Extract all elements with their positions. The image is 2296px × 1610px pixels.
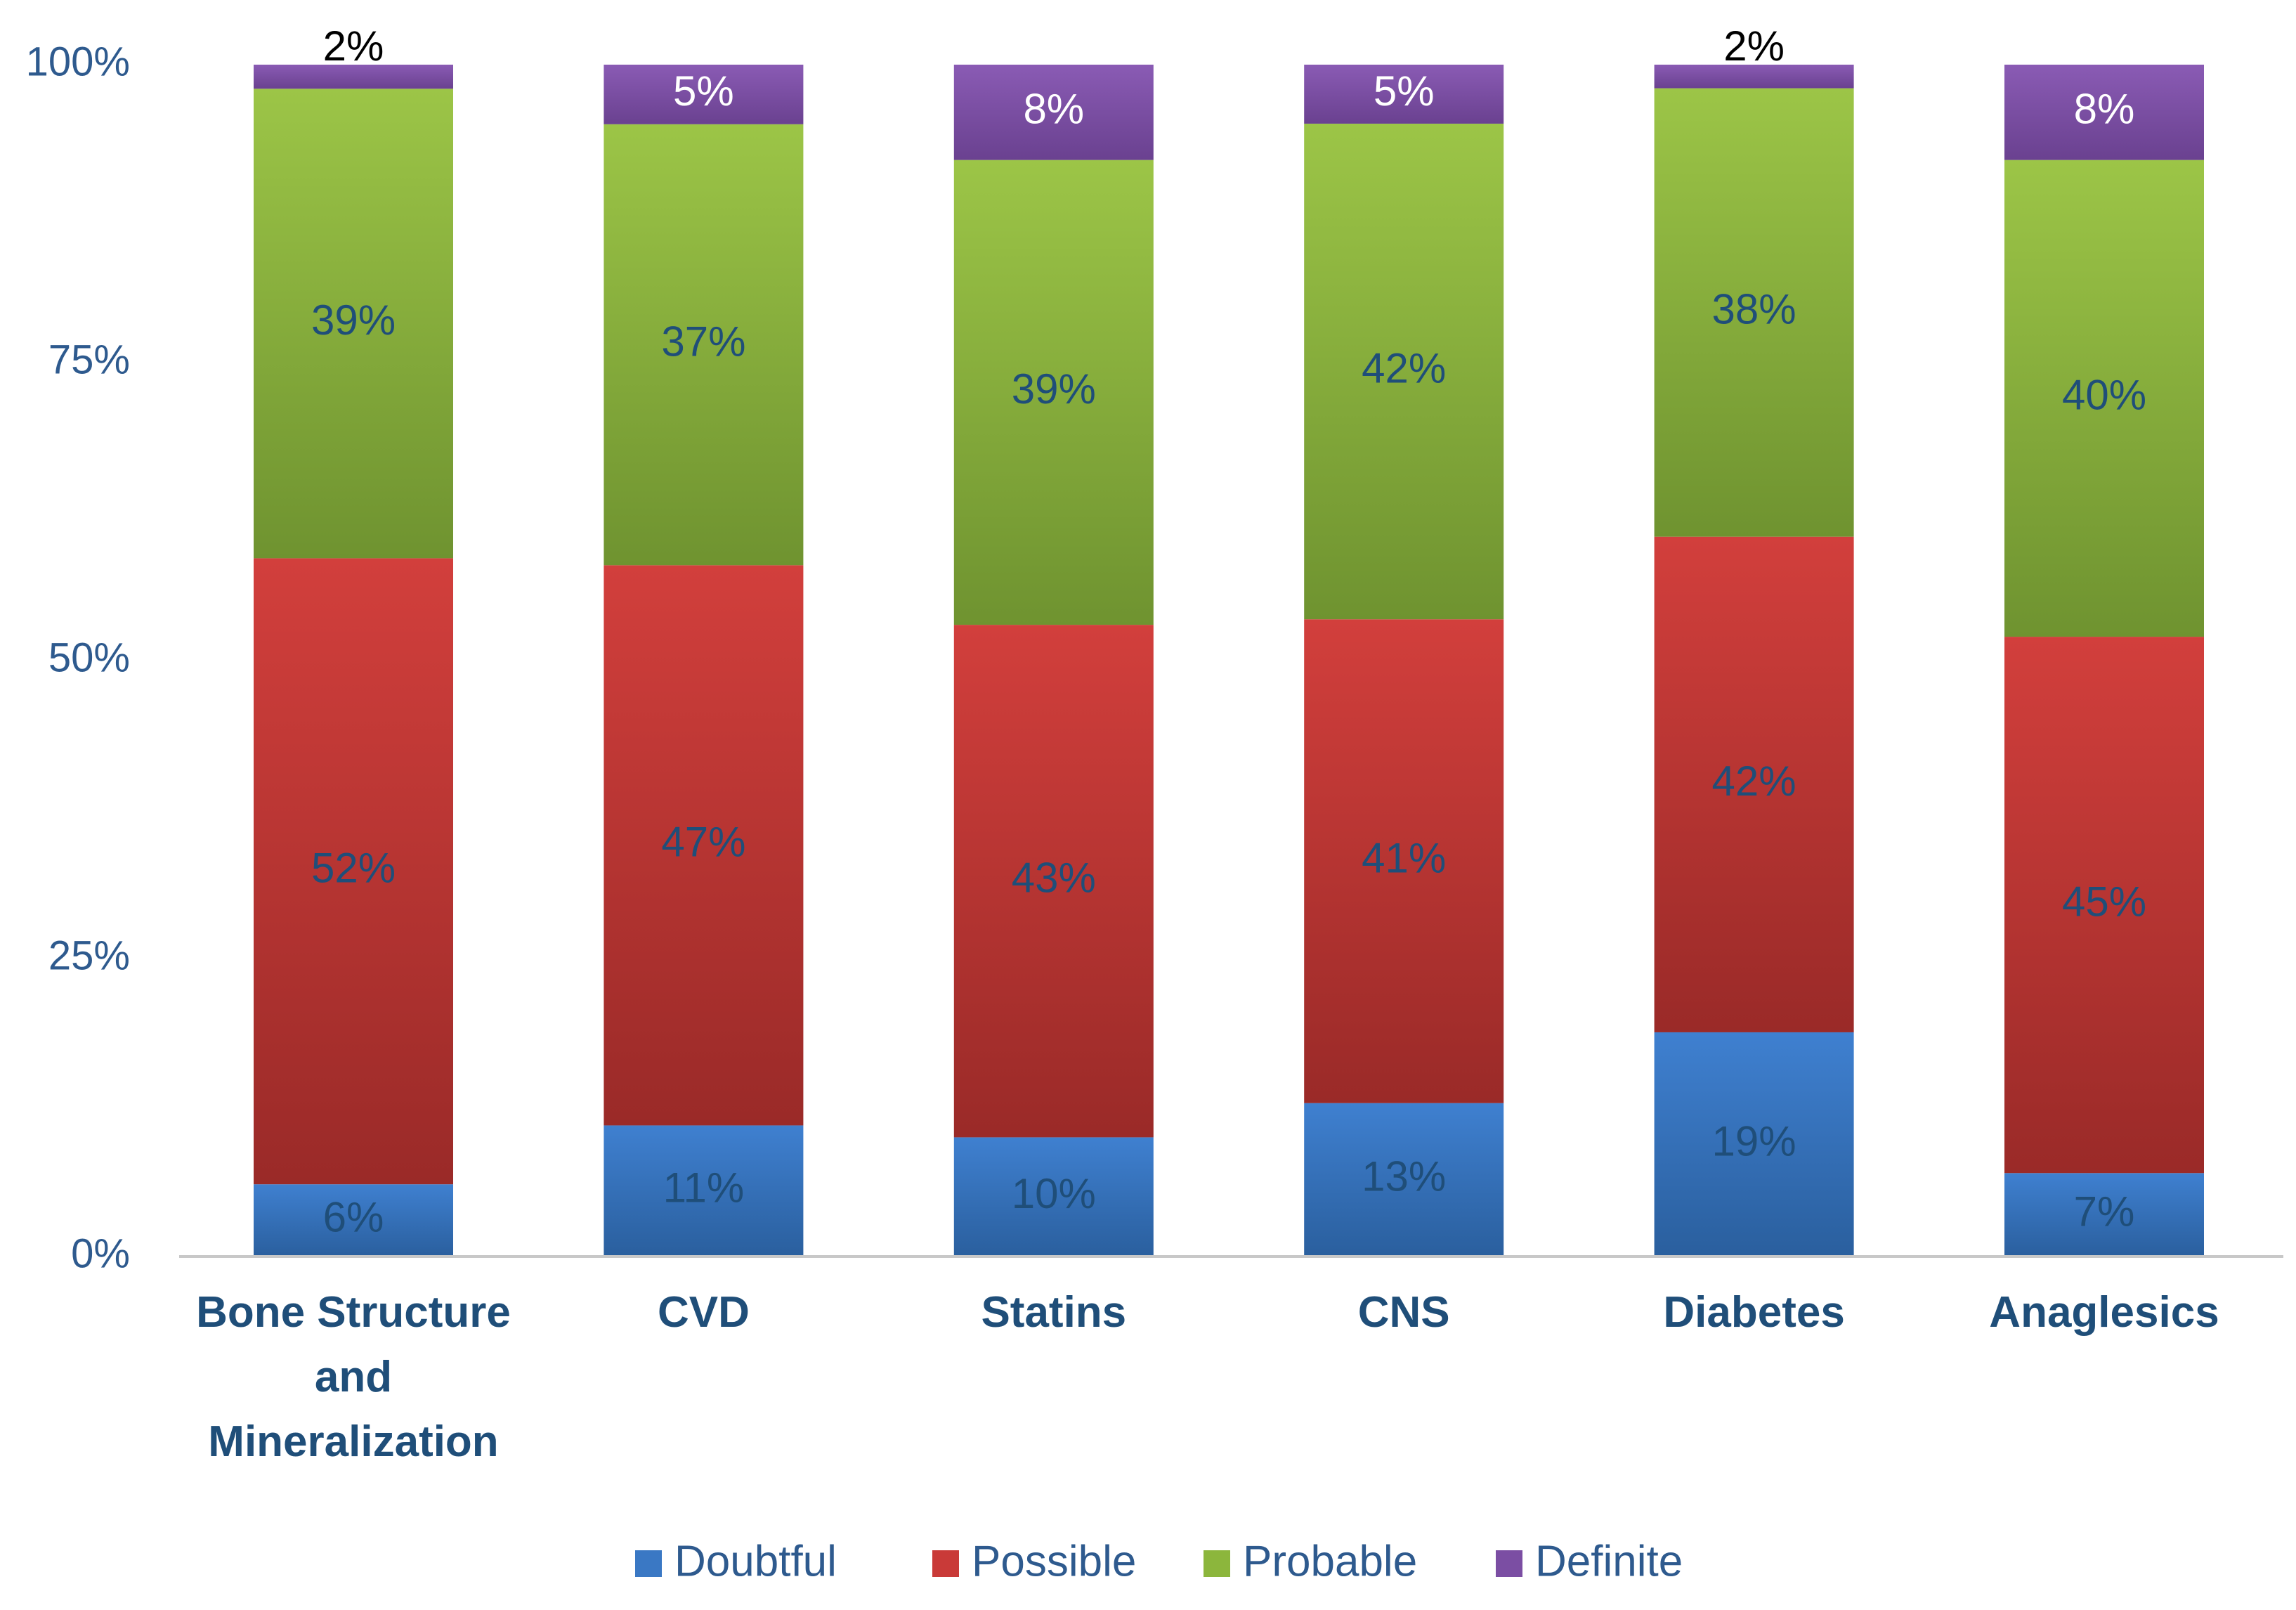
- y-tick-label: 75%: [48, 337, 130, 382]
- x-tick-label: CVD: [658, 1288, 750, 1337]
- bar-segment-doubtful: [953, 1137, 1154, 1257]
- data-label: 2%: [323, 22, 384, 70]
- legend-label: Probable: [1243, 1537, 1417, 1585]
- bar-stack: 10% 43% 39% 8%: [953, 65, 1154, 1257]
- legend-label: Possible: [972, 1537, 1136, 1585]
- bar-segment-definite: [1304, 65, 1504, 124]
- bar-segment-possible: [1304, 619, 1504, 1103]
- bar-stack: 13% 41% 42% 5%: [1304, 65, 1504, 1257]
- y-tick-label: 25%: [48, 933, 130, 978]
- bar-stack: 6% 52% 39% 2%: [254, 22, 453, 1257]
- legend: Doubtful Possible Probable Definite: [635, 1537, 1683, 1585]
- legend-swatch-doubtful: [635, 1550, 662, 1577]
- data-label: 11%: [663, 1164, 745, 1212]
- x-tick-label: Anaglesics: [1989, 1288, 2219, 1337]
- y-tick-label: 50%: [48, 635, 130, 680]
- bar-segment-probable: [1304, 123, 1504, 620]
- data-label: 52%: [311, 845, 396, 892]
- bar-stack: 7% 45% 40% 8%: [2004, 65, 2204, 1257]
- x-tick-label-line: Mineralization: [208, 1417, 498, 1466]
- legend-label: Doubtful: [674, 1537, 837, 1585]
- bar-segment-possible: [953, 625, 1154, 1138]
- bar-segment-probable: [254, 89, 453, 559]
- bar-segment-definite: [604, 65, 804, 124]
- bar-segment-definite: [2004, 65, 2204, 160]
- x-tick-label-line: CVD: [658, 1288, 750, 1337]
- bar-segment-definite: [254, 65, 453, 89]
- data-label: 10%: [1012, 1170, 1096, 1217]
- data-label: 5%: [1374, 67, 1435, 115]
- data-label: 13%: [1362, 1153, 1446, 1200]
- bar-segment-doubtful: [254, 1184, 453, 1257]
- data-label: 6%: [323, 1193, 384, 1240]
- bar-segment-definite: [953, 65, 1154, 160]
- bar-segment-probable: [2004, 160, 2204, 637]
- legend-swatch-possible: [932, 1550, 959, 1577]
- y-axis: 0% 25% 50% 75% 100%: [26, 39, 130, 1276]
- data-label: 37%: [661, 318, 745, 365]
- legend-swatch-probable: [1204, 1550, 1230, 1577]
- bar-segment-definite: [1654, 65, 1854, 89]
- bar-segment-probable: [1654, 88, 1854, 537]
- bar-segment-doubtful: [1654, 1032, 1854, 1257]
- bars: 6% 52% 39% 2% 11% 47% 37% 5% 10% 43% 39% 8% 13% 41% 42…: [254, 22, 2204, 1257]
- bar-segment-possible: [604, 565, 804, 1126]
- data-label: 8%: [2074, 86, 2135, 133]
- data-label: 40%: [2062, 372, 2146, 419]
- data-label: 39%: [311, 297, 396, 344]
- x-tick-label-line: Diabetes: [1663, 1288, 1844, 1337]
- bar-segment-doubtful: [2004, 1173, 2204, 1257]
- x-tick-label-line: and: [315, 1353, 392, 1401]
- data-label: 42%: [1712, 758, 1796, 805]
- legend-label: Definite: [1535, 1537, 1683, 1585]
- bar-segment-possible: [2004, 637, 2204, 1174]
- bar-segment-probable: [604, 124, 804, 566]
- data-label: 41%: [1362, 834, 1446, 881]
- y-tick-label: 100%: [26, 39, 130, 84]
- data-label: 42%: [1362, 344, 1446, 391]
- x-tick-label: Statins: [981, 1288, 1126, 1337]
- bar-stack: 11% 47% 37% 5%: [604, 65, 804, 1257]
- x-tick-label: Bone Structure and Mineralization: [196, 1288, 511, 1466]
- x-tick-label-line: Bone Structure: [196, 1288, 511, 1337]
- data-label: 45%: [2062, 878, 2146, 926]
- data-label: 2%: [1723, 22, 1785, 70]
- data-label: 7%: [2074, 1188, 2135, 1235]
- bar-segment-possible: [254, 558, 453, 1185]
- bar-stack: 19% 42% 38% 2%: [1654, 22, 1854, 1257]
- data-label: 5%: [673, 67, 734, 115]
- data-label: 19%: [1712, 1117, 1796, 1164]
- y-tick-label: 0%: [71, 1231, 130, 1276]
- x-tick-label-line: CNS: [1358, 1288, 1450, 1337]
- data-label: 38%: [1712, 285, 1796, 332]
- data-label: 39%: [1012, 365, 1096, 413]
- bar-segment-doubtful: [1304, 1103, 1504, 1257]
- x-tick-label: Diabetes: [1663, 1288, 1844, 1337]
- category-labels: Bone Structure and Mineralization CVD Statin…: [196, 1288, 2219, 1466]
- bar-segment-doubtful: [604, 1125, 804, 1257]
- legend-swatch-definite: [1496, 1550, 1522, 1577]
- bar-segment-probable: [953, 160, 1154, 625]
- bar-segment-possible: [1654, 536, 1854, 1032]
- x-tick-label-line: Anaglesics: [1989, 1288, 2219, 1337]
- data-label: 8%: [1023, 86, 1084, 133]
- x-tick-label: CNS: [1358, 1288, 1450, 1337]
- data-label: 47%: [661, 819, 745, 866]
- data-label: 43%: [1012, 855, 1096, 902]
- x-tick-label-line: Statins: [981, 1288, 1126, 1337]
